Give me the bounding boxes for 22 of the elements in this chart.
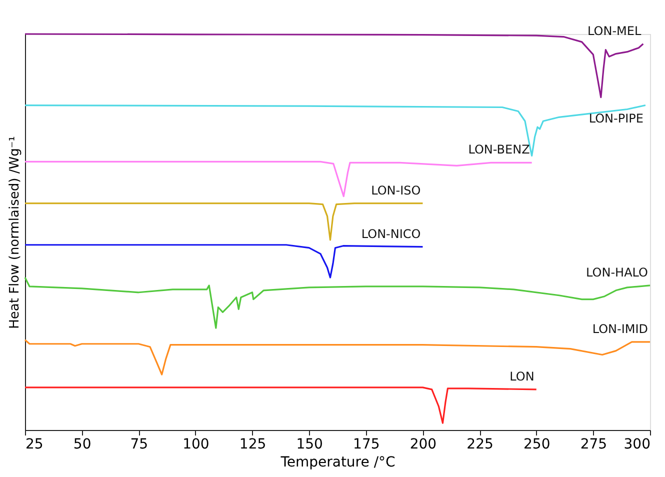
x-tick-label: 275: [580, 436, 608, 452]
x-tick-label: 225: [466, 436, 494, 452]
x-tick-label: 100: [182, 436, 210, 452]
series-label: LON-IMID: [592, 322, 648, 336]
x-tick-label: 175: [353, 436, 380, 452]
x-tick-label: 200: [410, 436, 437, 452]
x-axis-title: Temperature /°C: [280, 454, 396, 470]
x-tick-label: 125: [239, 436, 266, 452]
series-label: LON-ISO: [371, 183, 421, 198]
x-tick-label: 75: [130, 436, 148, 452]
x-tick-label: 150: [296, 436, 323, 452]
series-label: LON-PIPE: [588, 111, 644, 126]
series-label: LON-HALO: [586, 265, 648, 280]
series-label: LON-MEL: [588, 24, 642, 38]
x-tick-label: 250: [523, 436, 550, 452]
y-axis-title: Heat Flow (normlaised) /Wg⁻¹: [8, 136, 22, 329]
x-tick-label: 300: [624, 436, 650, 452]
series-label: LON-NICO: [361, 226, 421, 241]
series-label: LON: [510, 369, 534, 384]
series-label: LON-BENZ: [468, 142, 530, 157]
x-tick-label: 25: [26, 436, 44, 452]
x-tick-label: 50: [73, 436, 92, 452]
